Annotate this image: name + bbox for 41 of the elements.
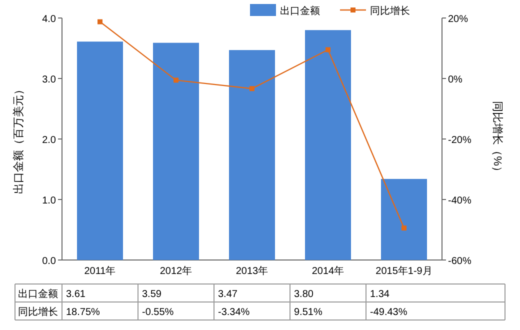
data-label: 3.59 (142, 289, 162, 300)
y-axis-title: 出口金额（百万美元） (12, 84, 25, 194)
x-tick-label: 2011年 (84, 265, 116, 277)
data-label: 3.80 (294, 289, 314, 300)
data-label: 1.34 (370, 289, 390, 300)
data-label: -49.43% (370, 307, 408, 318)
data-label: 18.75% (66, 307, 100, 318)
text: 出口金额 (18, 289, 58, 300)
y-tick-label: 2.0 (42, 135, 56, 146)
y2-tick-label: 0% (448, 74, 463, 86)
bar (305, 30, 351, 260)
bar (229, 50, 275, 260)
x-tick-label: 2012年 (160, 265, 192, 277)
point (402, 226, 406, 231)
x-tick-label: 2015年1-9月 (376, 265, 432, 277)
y2-tick-label: -60% (448, 256, 472, 267)
bar (381, 178, 427, 260)
point (250, 86, 254, 92)
legend-label: 出口金额 (280, 5, 320, 17)
y-tick-label: 3.0 (42, 74, 56, 86)
y2-tick-label: 20% (448, 14, 468, 25)
data-label: -3.34% (218, 307, 250, 318)
y-tick-label: 0.0 (42, 256, 56, 267)
x-tick-label: 2013年 (236, 265, 268, 277)
data-label: -0.55% (142, 307, 174, 318)
data-label: 9.51% (294, 307, 322, 318)
point (326, 47, 330, 52)
y2-axis-title: 同比增长（%） (491, 101, 504, 177)
bar (153, 42, 199, 260)
text: 同比增长 (18, 307, 58, 318)
x-tick-label: 2014年 (312, 265, 344, 277)
legend-label: 同比增长 (370, 5, 410, 17)
y-tick-label: 1.0 (42, 196, 56, 206)
y-tick-label: 4.0 (42, 14, 56, 25)
data-label: 3.61 (66, 289, 86, 300)
bar (77, 42, 123, 260)
point (98, 19, 102, 24)
y2-tick-label: -40% (448, 196, 472, 206)
data-label: 3.47 (218, 289, 238, 300)
y2-tick-label: -20% (448, 135, 472, 146)
point (174, 78, 178, 83)
